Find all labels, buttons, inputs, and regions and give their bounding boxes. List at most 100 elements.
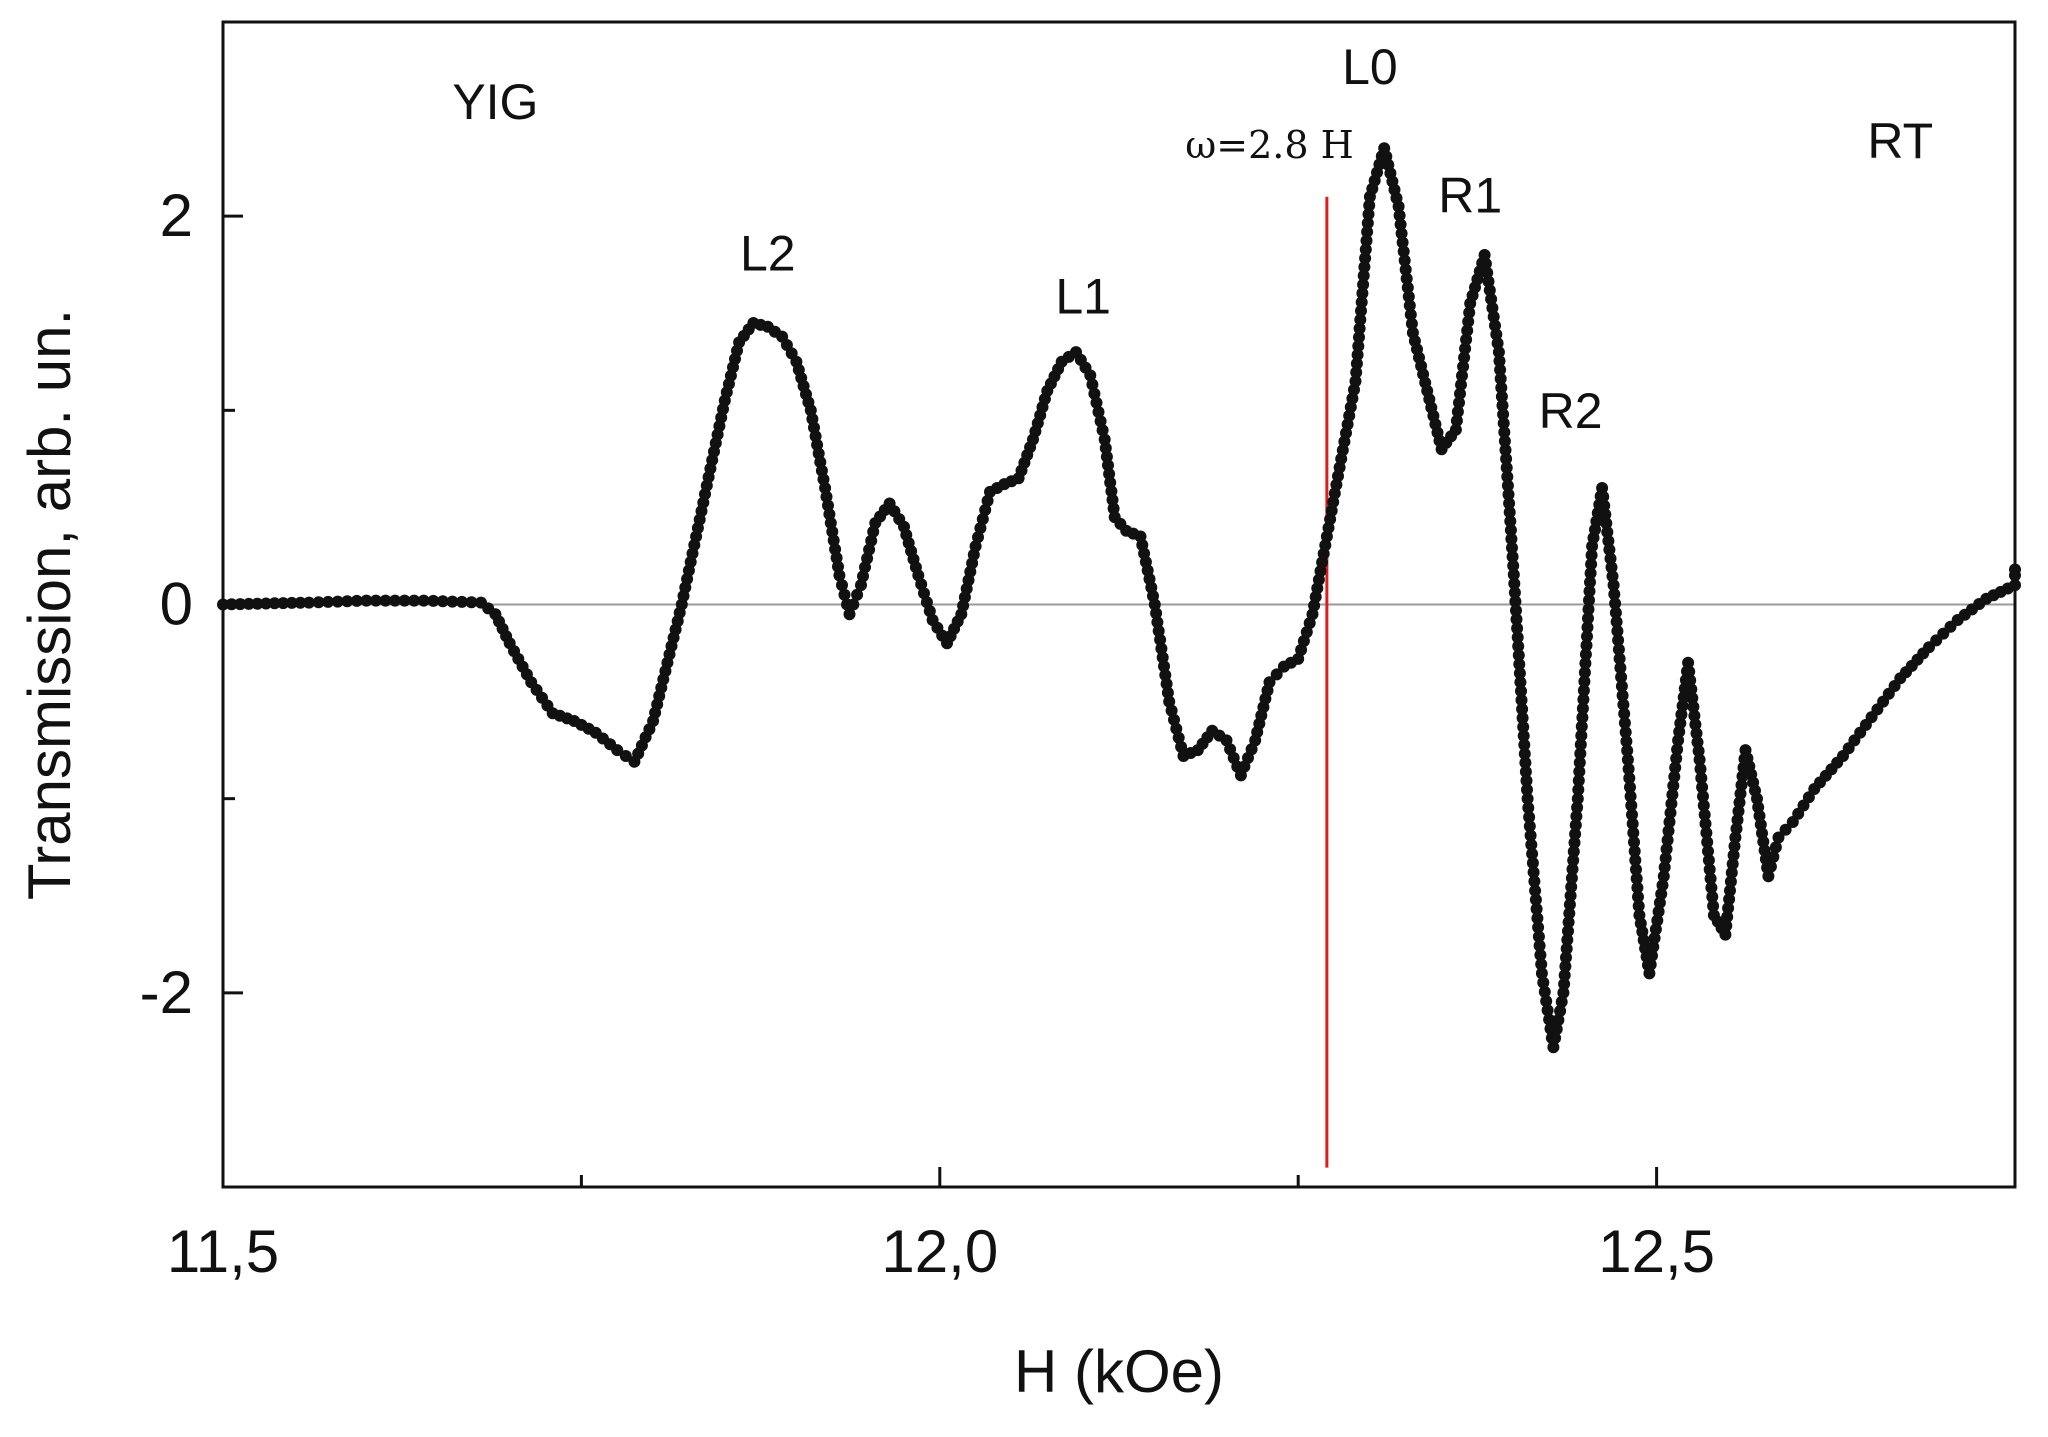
data-point (1723, 893, 1736, 906)
data-point (1460, 333, 1473, 346)
data-point (1666, 788, 1679, 801)
data-point (1175, 740, 1188, 753)
data-point (1526, 857, 1539, 869)
data-point (379, 594, 392, 607)
data-point (1543, 1013, 1556, 1026)
data-point (1500, 452, 1513, 465)
data-point (2009, 563, 2021, 576)
data-point (1292, 652, 1305, 665)
data-point (1648, 932, 1661, 945)
data-point (1270, 668, 1283, 681)
data-point (1729, 831, 1742, 844)
data-point (1705, 881, 1718, 894)
annotation-label: R2 (1539, 383, 1603, 439)
data-point (969, 540, 982, 553)
data-point (1734, 787, 1747, 800)
data-point (341, 595, 354, 608)
data-point (1578, 675, 1591, 688)
data-point (1494, 363, 1507, 376)
data-point (1686, 692, 1699, 705)
data-point (1529, 884, 1542, 897)
data-point (225, 598, 238, 611)
data-point (1615, 680, 1628, 693)
data-point (1580, 639, 1593, 652)
data-point (1606, 570, 1619, 583)
data-point (1483, 284, 1496, 297)
data-point (1597, 490, 1610, 503)
data-point (1707, 900, 1720, 912)
data-point (1503, 506, 1516, 519)
data-point (1610, 615, 1623, 628)
data-point (1605, 561, 1618, 574)
data-point (1557, 986, 1570, 999)
data-point (1624, 781, 1636, 794)
data-point (1168, 713, 1180, 726)
data-point (1396, 236, 1409, 249)
data-point (1165, 704, 1178, 717)
data-point (1618, 707, 1631, 720)
data-point (1692, 745, 1705, 757)
x-tick-label: 12,5 (1598, 1218, 1715, 1285)
data-point (1532, 921, 1545, 934)
data-point (268, 597, 281, 610)
data-point (1623, 772, 1636, 785)
data-point (1504, 524, 1517, 537)
data-point (1090, 396, 1103, 409)
data-point (1482, 275, 1495, 288)
data-point (1510, 604, 1522, 617)
data-point (1463, 306, 1476, 319)
data-point (1583, 594, 1595, 607)
data-point (1555, 995, 1568, 1008)
data-point (1598, 499, 1611, 512)
data-point (242, 597, 255, 610)
data-point (251, 597, 264, 610)
data-point (1361, 217, 1374, 230)
data-point (1456, 369, 1468, 382)
data-point (1397, 245, 1410, 258)
data-point (1399, 263, 1412, 276)
data-point (1706, 890, 1719, 903)
data-point (1724, 884, 1736, 897)
data-point (1722, 902, 1735, 915)
data-point (398, 594, 411, 607)
data-point (1459, 342, 1472, 355)
data-point (1096, 424, 1109, 437)
data-point (1155, 642, 1168, 655)
data-point (1481, 266, 1494, 279)
data-point (1358, 261, 1371, 273)
data-point (1655, 888, 1668, 900)
data-point (1533, 939, 1546, 952)
data-point (1585, 558, 1598, 571)
data-point (1656, 879, 1669, 892)
data-point (832, 560, 844, 573)
data-point (1574, 747, 1587, 760)
data-point (1494, 372, 1507, 385)
data-point (1699, 817, 1712, 830)
data-point (1683, 665, 1696, 678)
data-point (1489, 319, 1501, 332)
annotations: YIG RT L2 L1 L0 ω=2.8 H R1 R2 (452, 39, 1933, 439)
data-point (1449, 423, 1462, 436)
data-point (234, 598, 247, 611)
data-point (1621, 753, 1634, 766)
data-point (1535, 967, 1548, 980)
data-point (1086, 378, 1099, 391)
data-point (1512, 649, 1525, 662)
data-point (1151, 616, 1164, 629)
data-point (1500, 461, 1513, 474)
data-point (1719, 928, 1732, 941)
data-point (1621, 744, 1634, 757)
data-point (436, 595, 449, 608)
data-point (1512, 640, 1525, 653)
data-point (1402, 290, 1415, 303)
data-point (1497, 408, 1510, 421)
data-point (1148, 598, 1161, 611)
data-point (446, 595, 459, 608)
data-point (1667, 779, 1680, 792)
data-point (1647, 940, 1660, 953)
data-point (1534, 949, 1547, 961)
data-point (836, 579, 848, 592)
data-point (1575, 729, 1588, 742)
data-point (1569, 828, 1582, 840)
